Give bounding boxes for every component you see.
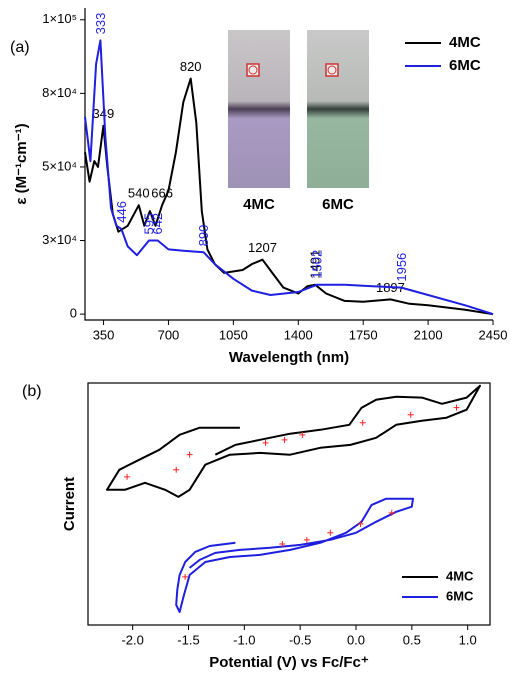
marker [299,431,306,438]
marker [453,404,460,411]
peak-label: 1207 [248,240,277,255]
marker [357,520,364,527]
y-tick-label: 5×10⁴ [42,158,77,173]
peak-label: 1956 [394,253,409,282]
marker [303,536,310,543]
y-axis-label: ε (M⁻¹cm⁻¹) [13,123,30,204]
marker [388,509,395,516]
x-tick-label: 1750 [349,327,378,342]
y-axis-label: Current [61,477,78,531]
x-tick-label: 1050 [219,327,248,342]
series-line [84,39,494,316]
x-tick-label: 700 [158,327,180,342]
marker [182,573,189,580]
marker [173,466,180,473]
x-tick-label: -2.0 [121,632,143,647]
y-tick-label: 3×10⁴ [42,232,77,247]
y-tick-label: 8×10⁴ [42,85,77,100]
x-tick-label: 2100 [414,327,443,342]
x-tick-label: 350 [93,327,115,342]
peak-label: 1502 [310,250,325,279]
peak-label: 1491 [308,250,323,279]
axis-line [84,8,493,321]
marker [124,473,131,480]
peak-label: 890 [196,225,211,247]
marker [262,439,269,446]
marker [359,419,366,426]
marker [186,451,193,458]
peak-label: 595 [141,213,156,235]
y-tick-label: 0 [70,306,77,321]
panel-label: (b) [22,383,42,400]
cuvette-photo [228,30,290,188]
x-tick-label: -0.5 [289,632,311,647]
peak-label: 642 [150,213,165,235]
legend-label: 4MC [449,34,481,51]
x-tick-label: 1400 [284,327,313,342]
marker [327,529,334,536]
marker [281,436,288,443]
x-axis-label: Wavelength (nm) [229,349,349,366]
plot-frame [87,382,491,626]
marker [279,540,286,547]
series-line [175,497,414,613]
peak-label: 333 [93,13,108,35]
peak-label: 820 [180,59,202,74]
x-tick-label: -1.0 [233,632,255,647]
x-tick-label: 0.0 [347,632,365,647]
legend-label: 4MC [446,568,474,583]
marker [407,411,414,418]
x-tick-label: 0.5 [403,632,421,647]
x-axis-label: Potential (V) vs Fc/Fc⁺ [209,654,369,671]
peak-label: 666 [151,186,173,201]
x-tick-label: -1.5 [177,632,199,647]
panel-label: (a) [10,39,30,56]
peak-label: 540 [128,186,150,201]
cuvette-photo [307,30,369,188]
x-tick-label: 2450 [479,327,508,342]
y-tick-label: 1×10⁵ [42,11,77,26]
inset-label: 6MC [322,196,354,213]
legend-label: 6MC [446,588,474,603]
legend-label: 6MC [449,57,481,74]
inset-label: 4MC [243,196,275,213]
series-line [106,384,481,498]
x-tick-label: 1.0 [459,632,477,647]
peak-label: 446 [114,201,129,223]
